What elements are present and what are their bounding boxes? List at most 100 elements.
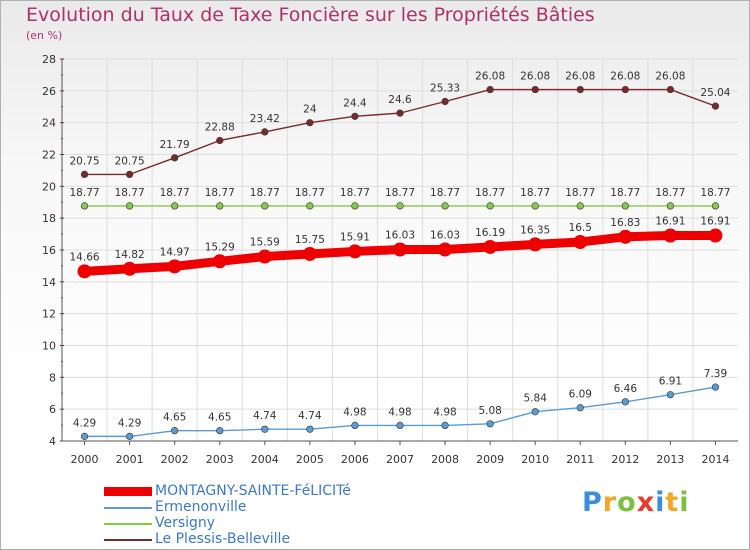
data-point <box>351 202 359 210</box>
data-label: 4.65 <box>208 412 231 424</box>
data-point <box>306 202 314 210</box>
series <box>77 85 723 440</box>
legend-swatch-montagny <box>104 487 152 496</box>
legend-label-montagny: MONTAGNY-SAINTE-FéLICITé <box>155 483 351 499</box>
data-point <box>576 202 584 210</box>
data-label: 4.98 <box>433 406 456 418</box>
data-point <box>302 246 317 261</box>
data-point <box>573 235 588 250</box>
data-label: 24.6 <box>388 94 412 106</box>
data-label: 5.84 <box>524 393 548 405</box>
x-tick-label: 2010 <box>521 453 549 466</box>
data-point <box>531 408 539 416</box>
data-point <box>441 202 449 210</box>
x-tick-label: 2004 <box>251 453 279 466</box>
logo-letter: o <box>617 487 637 518</box>
data-point <box>618 229 633 244</box>
data-labels: 20.75 20.75 21.79 22.88 23.42 24 24.4 24.6 25.33… <box>70 71 731 430</box>
data-label: 20.75 <box>70 155 100 167</box>
data-label: 25.33 <box>430 82 460 94</box>
x-tick-label: 2008 <box>431 453 459 466</box>
legend-swatch-versigny <box>104 523 152 525</box>
data-label: 25.04 <box>700 87 730 99</box>
y-tick-label: 22 <box>42 149 56 162</box>
y-tick-label: 20 <box>42 180 56 193</box>
data-point <box>80 432 89 440</box>
data-point <box>261 202 269 210</box>
data-point <box>438 242 453 257</box>
data-point <box>393 242 407 257</box>
data-label: 7.39 <box>704 368 727 380</box>
x-tick-label: 2009 <box>476 453 504 466</box>
logo-letter: t <box>665 487 680 518</box>
legend-swatch-ermenonville <box>104 507 152 509</box>
data-point <box>216 427 224 435</box>
data-label: 26.08 <box>520 71 550 83</box>
legend-item-plessis: Le Plessis-Belleville <box>104 531 424 547</box>
legend: MONTAGNY-SAINTE-FéLICITé Ermenonville Ve… <box>104 483 424 547</box>
data-point <box>666 202 675 210</box>
logo-letter: i <box>679 487 690 518</box>
data-point <box>77 264 92 279</box>
data-label: 14.66 <box>70 251 100 263</box>
data-label: 15.29 <box>205 241 235 253</box>
data-label: 18.77 <box>520 187 550 199</box>
y-tick-label: 8 <box>49 371 56 384</box>
data-label: 26.08 <box>655 71 685 83</box>
data-label: 26.08 <box>610 71 640 83</box>
y-tick-label: 16 <box>42 244 56 257</box>
data-label: 20.75 <box>115 155 145 167</box>
legend-item-montagny: MONTAGNY-SAINTE-FéLICITé <box>104 483 424 499</box>
data-point <box>711 102 720 110</box>
logo-letter: r <box>602 487 618 518</box>
data-label: 18.77 <box>565 187 595 199</box>
data-label: 6.09 <box>569 389 592 401</box>
data-point <box>216 136 224 145</box>
data-label: 4.74 <box>298 410 322 422</box>
data-label: 18.77 <box>205 187 235 199</box>
data-point <box>486 202 494 210</box>
data-label: 16.91 <box>700 216 730 228</box>
data-point <box>576 85 584 94</box>
data-point <box>261 128 269 136</box>
data-label: 26.08 <box>475 71 505 83</box>
data-point <box>531 85 539 94</box>
y-tick-label: 14 <box>42 276 56 289</box>
data-label: 16.19 <box>475 227 505 239</box>
data-point <box>663 228 678 243</box>
data-label: 16.5 <box>569 222 592 234</box>
data-point <box>711 202 720 210</box>
data-label: 15.59 <box>250 237 280 249</box>
x-tick-label: 2002 <box>161 453 189 466</box>
logo-letter: P <box>582 487 603 518</box>
data-point <box>621 85 629 94</box>
y-tick-label: 6 <box>49 403 56 416</box>
y-tick-label: 24 <box>42 117 56 130</box>
data-label: 14.82 <box>115 249 145 261</box>
data-point <box>212 254 227 269</box>
data-point <box>351 112 359 120</box>
x-tick-label: 2013 <box>656 453 684 466</box>
data-point <box>483 239 498 254</box>
data-point <box>441 97 449 106</box>
legend-label-plessis: Le Plessis-Belleville <box>155 531 291 547</box>
data-label: 16.03 <box>430 230 460 242</box>
data-point <box>396 109 404 117</box>
x-tick-label: 2000 <box>71 453 99 466</box>
legend-item-versigny: Versigny <box>104 515 424 531</box>
data-label: 24 <box>303 104 317 116</box>
data-point <box>122 261 137 276</box>
data-point <box>306 119 314 127</box>
grid <box>62 58 738 442</box>
data-label: 5.08 <box>478 405 501 417</box>
data-point <box>528 237 543 252</box>
data-point <box>171 202 179 210</box>
data-point <box>126 432 134 440</box>
data-label: 4.29 <box>73 417 96 429</box>
data-label: 18.77 <box>295 187 325 199</box>
data-point <box>666 85 675 94</box>
data-point <box>351 421 359 430</box>
data-point <box>171 427 179 435</box>
chart-title: Evolution du Taux de Taxe Foncière sur l… <box>26 4 595 26</box>
data-label: 16.35 <box>520 224 550 236</box>
